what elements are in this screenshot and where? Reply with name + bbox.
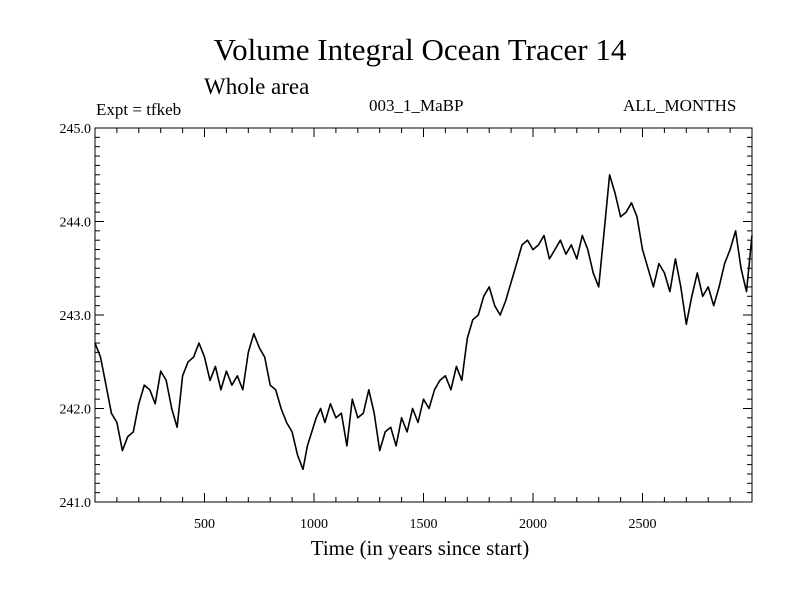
axes: 500 1000 1500 2000 2500 241.0 242.0 243.0 244.0 2… [60,122,753,532]
series-line [95,175,752,470]
x-tick-label: 2000 [519,517,547,532]
x-tick-label: 1000 [300,517,328,532]
y-tick-label: 244.0 [60,216,92,231]
y-tick-label: 242.0 [60,403,92,418]
plot-frame [95,128,752,502]
line-chart: 500 1000 1500 2000 2500 241.0 242.0 243.0 244.0 2… [0,0,800,600]
x-tick-label: 2500 [629,517,657,532]
y-tick-label: 241.0 [60,496,92,511]
x-tick-label: 1500 [410,517,438,532]
series-lines [95,175,752,470]
x-tick-label: 500 [194,517,215,532]
x-axis-label: Time (in years since start) [0,536,800,561]
y-tick-label: 243.0 [60,309,92,324]
y-tick-label: 245.0 [60,122,92,137]
